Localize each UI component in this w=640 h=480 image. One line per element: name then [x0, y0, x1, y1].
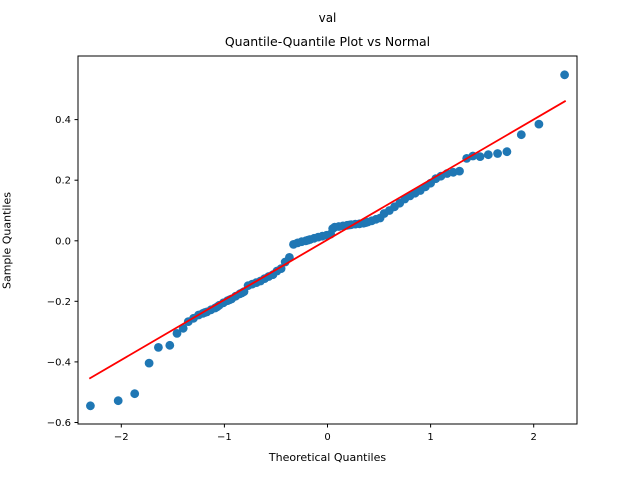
scatter-point	[560, 70, 569, 80]
scatter-point	[516, 130, 526, 140]
scatter-point	[154, 343, 163, 352]
x-tick-label: 2	[531, 432, 537, 443]
y-tick-label: −0.4	[47, 357, 71, 368]
scatter-point	[165, 340, 175, 350]
scatter-point	[86, 401, 95, 411]
scatter-point	[534, 119, 544, 129]
fit-line	[88, 100, 567, 380]
scatter-point	[493, 149, 502, 158]
y-tick-label: 0.2	[55, 176, 71, 187]
x-tick-label: −2	[114, 432, 129, 443]
y-tick-label: 0.0	[55, 236, 71, 247]
scatter-point	[502, 147, 512, 157]
x-tick-label: 1	[427, 432, 433, 443]
scatter-point	[130, 389, 140, 399]
scatter-point	[113, 396, 123, 406]
scatter-point	[144, 358, 154, 368]
y-tick-label: −0.2	[47, 297, 71, 308]
scatter-point	[455, 166, 464, 176]
scatter-point	[483, 150, 493, 160]
y-tick-label: 0.4	[55, 115, 71, 126]
figure-suptitle: val	[318, 11, 337, 25]
y-tick-label: −0.6	[47, 418, 71, 429]
y-axis-label: Sample Quantiles	[0, 192, 14, 290]
scatter-point	[172, 329, 182, 338]
scatter-point	[475, 152, 485, 162]
x-axis-label: Theoretical Quantiles	[268, 451, 387, 464]
axes-title: Quantile-Quantile Plot vs Normal	[224, 34, 431, 49]
x-tick-label: 0	[324, 432, 330, 443]
x-tick-label: −1	[217, 432, 232, 443]
